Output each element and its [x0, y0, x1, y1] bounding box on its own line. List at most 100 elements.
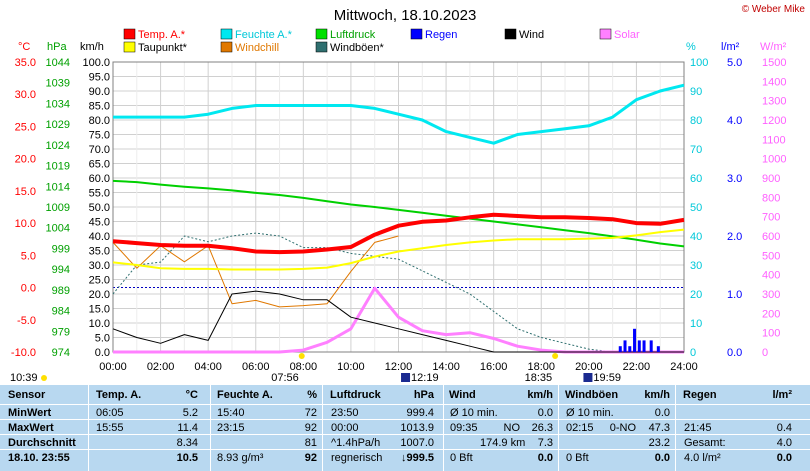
table-header-cell: °C — [185, 389, 198, 401]
table-cell: 21:45 — [684, 422, 712, 434]
sunrise-label: 07:56 — [271, 372, 299, 384]
tick-label-wind: 90.0 — [89, 86, 110, 98]
axis-units: °C hPa km/h% l/m² W/m² — [18, 41, 787, 53]
unit-pressure: hPa — [47, 41, 67, 53]
tick-label-wind: 75.0 — [89, 130, 110, 142]
table-cell: 5.2 — [182, 407, 198, 419]
tick-label-wind: 25.0 — [89, 275, 110, 287]
sunset-icon — [552, 353, 559, 359]
tick-label-wind: 50.0 — [89, 202, 110, 214]
table-cell: 4.0 l/m² — [684, 452, 721, 464]
table-cell: 0.0 — [654, 407, 670, 419]
summary-table: Sensor Temp. A. °C Feuchte A.% Luftdruck hPa W… — [0, 385, 810, 471]
table-row-divider — [0, 419, 810, 420]
table-header-cell: Temp. A. — [96, 389, 142, 401]
table-cell: 1007.0 — [400, 437, 434, 449]
tick-label-pressure: 979 — [52, 326, 70, 338]
table-cell: 11.4 — [177, 422, 198, 434]
table-row-label: Durchschnitt — [8, 437, 76, 449]
tick-label-wind: 5.0 — [95, 333, 110, 345]
table-divider — [443, 385, 444, 471]
rain-bar — [628, 346, 632, 352]
tick-label-pressure: 994 — [52, 264, 70, 276]
series-line-tempa — [112, 212, 685, 255]
tick-label-humidity: 20 — [690, 289, 702, 301]
table-header-cell: km/h — [644, 389, 670, 401]
series-line-feuchtea — [113, 83, 685, 145]
rain-bar — [637, 340, 641, 352]
legend-swatch — [220, 41, 233, 53]
rain-bar — [618, 346, 622, 352]
table-cell: ↓999.5 — [400, 452, 434, 464]
tick-label-rain: 3.0 — [727, 173, 742, 185]
rain-bar — [623, 340, 627, 352]
tick-label-humidity: 30 — [690, 260, 702, 272]
tick-label-time: 24:00 — [670, 361, 698, 373]
table-header-cell: hPa — [413, 389, 434, 401]
table-cell: NO — [503, 422, 521, 434]
chart-axes: 100.095.090.085.080.075.070.065.060.055.… — [11, 57, 787, 373]
tick-label-pressure: 974 — [52, 347, 70, 359]
unit-humidity: % — [686, 41, 696, 53]
tick-label-temp: 0.0 — [21, 283, 36, 295]
tick-label-pressure: 1029 — [46, 119, 70, 131]
table-cell: 174.9 km — [480, 437, 526, 449]
tick-label-humidity: 80 — [690, 115, 702, 127]
table-row-divider — [0, 449, 810, 450]
legend-swatch — [504, 28, 517, 40]
tick-label-wind: 35.0 — [89, 246, 110, 258]
tick-label-wind: 30.0 — [89, 260, 110, 272]
table-cell: 72 — [304, 407, 317, 419]
tick-label-time: 08:00 — [290, 361, 318, 373]
tick-label-time: 02:00 — [147, 361, 175, 373]
legend-label: Wind — [519, 29, 544, 41]
unit-rain: l/m² — [721, 41, 740, 53]
legend-label: Taupunkt* — [138, 42, 188, 54]
tick-label-pressure: 1019 — [46, 161, 70, 173]
tick-label-solar: 200 — [762, 308, 780, 320]
tick-label-time: 04:00 — [194, 361, 222, 373]
table-cell: 23:50 — [331, 407, 359, 419]
tick-label-solar: 1000 — [762, 154, 786, 166]
series-line-windben — [112, 232, 684, 353]
tick-label-solar: 1500 — [762, 57, 786, 69]
moonrise-label: 12:19 — [411, 372, 439, 384]
plot-area — [112, 83, 685, 354]
tick-label-rain: 2.0 — [727, 231, 742, 243]
tick-label-humidity: 100 — [690, 57, 708, 69]
sun-moon-markers: 10:39 07:56 18:35 12:19 19:59 — [10, 353, 621, 384]
series-line-luftdruck — [112, 179, 685, 248]
copyright-text: © Weber Mike — [742, 4, 806, 15]
tick-label-wind: 15.0 — [89, 304, 110, 316]
tick-label-time: 20:00 — [575, 361, 603, 373]
sun-icon — [41, 375, 47, 381]
table-cell: 0.0 — [537, 407, 553, 419]
legend-swatch — [123, 28, 136, 40]
legend-label: Solar — [614, 29, 640, 41]
table-cell: 1013.9 — [400, 422, 434, 434]
tick-label-humidity: 40 — [690, 231, 702, 243]
legend-label: Regen — [425, 29, 457, 41]
table-header-cell: % — [307, 389, 317, 401]
tick-label-solar: 800 — [762, 192, 780, 204]
weather-chart: Mittwoch, 18.10.2023 © Weber Mike Temp. … — [10, 4, 806, 384]
tick-label-pressure: 1009 — [46, 202, 70, 214]
table-cell: Gesamt: — [684, 437, 726, 449]
table-cell: 02:15 — [566, 422, 594, 434]
table-cell: regnerisch — [331, 452, 383, 464]
tick-label-temp: 5.0 — [21, 250, 36, 262]
tick-label-wind: 65.0 — [89, 159, 110, 171]
tick-label-time: 06:00 — [242, 361, 270, 373]
table-row-divider — [0, 404, 810, 405]
table-cell: 7.3 — [537, 437, 553, 449]
tick-label-temp: 10.0 — [15, 218, 36, 230]
table-cell: 15:40 — [217, 407, 245, 419]
tick-label-pressure: 999 — [52, 243, 70, 255]
table-cell: 00:00 — [331, 422, 359, 434]
tick-label-solar: 400 — [762, 270, 780, 282]
rain-bar — [656, 346, 660, 352]
tick-label-solar: 1200 — [762, 115, 786, 127]
tick-label-wind: 70.0 — [89, 144, 110, 156]
chart-title: Mittwoch, 18.10.2023 — [334, 7, 477, 24]
table-cell: 92 — [304, 422, 317, 434]
